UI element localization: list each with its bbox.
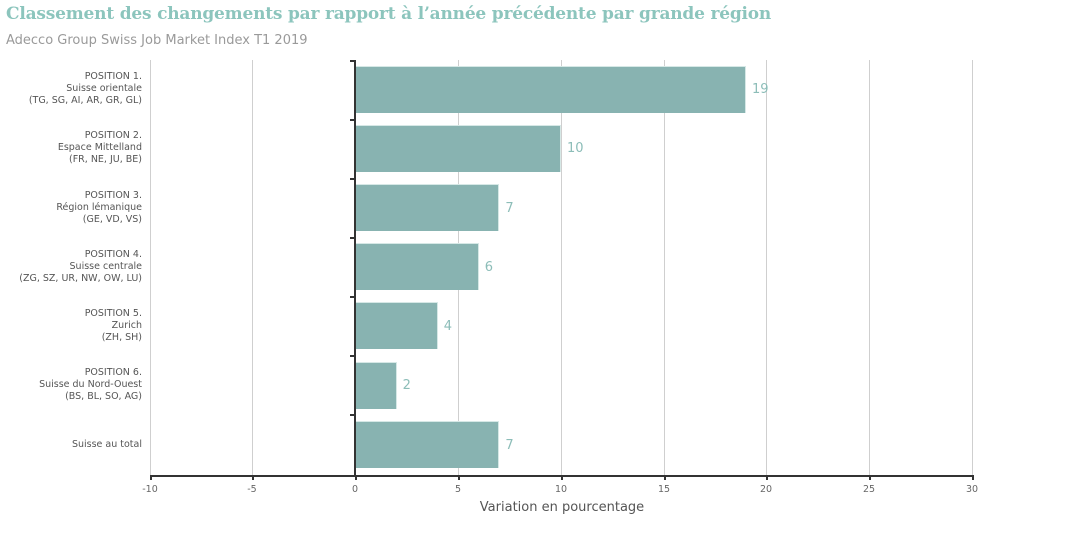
x-tick [869,475,871,480]
bar-value-label: 10 [567,141,584,156]
category-label-line: Suisse du Nord-Ouest [39,379,142,390]
bar [355,362,397,409]
category-label: POSITION 1. Suisse orientale (TG, SG, AI… [0,71,142,107]
x-tick [664,475,666,480]
bar [355,302,438,349]
category-label: POSITION 5. Zurich (ZH, SH) [0,308,142,344]
gridline [766,60,767,475]
x-tick [150,475,152,480]
x-tick-label: 0 [351,484,359,495]
category-label-line: (ZG, SZ, UR, NW, OW, LU) [19,273,142,284]
bar [355,243,479,290]
chart-title: Classement des changements par rapport à… [6,4,772,24]
x-tick [972,475,974,480]
y-tick [350,414,355,416]
x-tick [458,475,460,480]
y-tick [350,296,355,298]
gridline [252,60,253,475]
bar [355,421,500,468]
chart-subtitle: Adecco Group Swiss Job Market Index T1 2… [6,33,308,48]
bar-value-label: 2 [402,378,411,393]
gridline [150,60,151,475]
bar [355,66,746,113]
x-tick-label: 15 [657,484,671,495]
x-tick-label: 20 [759,484,773,495]
category-label-line: (BS, BL, SO, AG) [65,391,142,402]
bar-value-label: 7 [505,201,514,216]
x-tick [252,475,254,480]
category-label: POSITION 4. Suisse centrale (ZG, SZ, UR,… [0,249,142,285]
category-label-line: (FR, NE, JU, BE) [69,154,142,165]
gridline [561,60,562,475]
category-label-line: Suisse centrale [69,261,142,272]
category-label-line: Espace Mittelland [57,142,142,153]
bar [355,184,500,231]
y-tick [350,119,355,121]
bar-value-label: 19 [751,82,769,97]
x-tick-label: -10 [142,484,158,495]
x-tick-label: 30 [965,484,979,495]
category-label-line: (TG, SG, AI, AR, GR, GL) [28,95,142,106]
x-tick-label: 5 [454,484,462,495]
category-label-line: POSITION 6. [84,367,142,378]
category-label-line: POSITION 1. [84,71,142,82]
category-label: POSITION 2. Espace Mittelland (FR, NE, J… [0,130,142,166]
y-tick [350,60,355,62]
x-tick [561,475,563,480]
category-label-line: POSITION 2. [84,130,142,141]
category-label-line: Suisse orientale [66,83,142,94]
category-label: POSITION 6. Suisse du Nord-Ouest (BS, BL… [0,367,142,403]
category-label-line: POSITION 3. [84,190,142,201]
gridline [972,60,973,475]
bar [355,125,561,172]
category-label-line: Région lémanique [56,202,142,213]
category-label: Suisse au total [0,439,142,451]
gridline [664,60,665,475]
category-label-line: (ZH, SH) [101,332,142,343]
x-tick-label: 10 [554,484,568,495]
x-tick [355,475,357,480]
x-axis-title: Variation en pourcentage [479,500,645,515]
category-label: POSITION 3. Région lémanique (GE, VD, VS… [0,190,142,226]
y-axis-line [354,60,356,475]
bar-value-label: 4 [443,319,452,334]
bar-value-label: 6 [484,260,494,275]
x-tick-label: 25 [862,484,876,495]
bar-value-label: 7 [505,438,514,453]
gridline [869,60,870,475]
x-tick [766,475,768,480]
category-label-line: (GE, VD, VS) [82,214,142,225]
category-label-line: POSITION 4. [84,249,142,260]
category-label-line: POSITION 5. [84,308,142,319]
y-tick [350,178,355,180]
category-label-line: Zurich [111,320,142,331]
y-tick [350,237,355,239]
x-tick-label: -5 [247,484,257,495]
category-label-line: Suisse au total [71,439,142,450]
y-tick [350,355,355,357]
